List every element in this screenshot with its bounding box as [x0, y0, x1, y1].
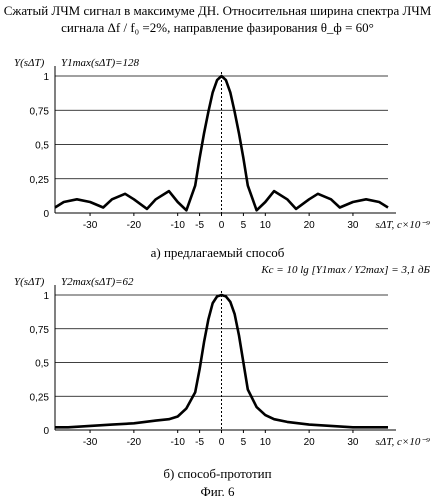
a-y-tick-label: 0,75 [30, 106, 50, 117]
b-x-tick-label: 5 [241, 437, 247, 448]
a-y-tick-label: 0 [43, 209, 49, 220]
a-x-tick-label: 0 [219, 220, 225, 231]
b-x-axis-label: sΔT, c×10⁻⁹ [376, 436, 431, 448]
a-x-tick-label: -10 [170, 220, 185, 231]
a-x-tick-label: -30 [83, 220, 98, 231]
b-y-tick-label: 0 [43, 426, 49, 437]
b-x-tick-label: -10 [170, 437, 185, 448]
b-x-tick-label: -20 [127, 437, 142, 448]
a-x-tick-label: -20 [127, 220, 142, 231]
a-annotation: Y1max(sΔT)=128 [61, 57, 140, 69]
b-y-tick-label: 0,5 [35, 359, 49, 370]
a-y-tick-label: 1 [43, 72, 49, 83]
b-y-tick-label: 0,25 [30, 392, 50, 403]
b-formula: Kс = 10 lg [Y1max / Y2max] = 3,1 дБ [260, 264, 430, 276]
b-y-axis-label: Y(sΔT) [14, 276, 45, 288]
b-x-tick-label: 10 [260, 437, 272, 448]
b-y-tick-label: 0,75 [30, 325, 50, 336]
a-x-axis-label: sΔT, c×10⁻⁹ [376, 219, 431, 231]
figure-caption: Фиг. 6 [0, 483, 435, 500]
a-x-tick-label: 10 [260, 220, 272, 231]
a-x-tick-label: 20 [304, 220, 316, 231]
a-y-tick-label: 0,25 [30, 175, 50, 186]
b-x-tick-label: -30 [83, 437, 98, 448]
a-x-tick-label: 30 [347, 220, 359, 231]
a-x-tick-label: -5 [195, 220, 204, 231]
a-x-tick-label: 5 [241, 220, 247, 231]
b-annotation: Y2max(sΔT)=62 [61, 276, 134, 288]
b-x-tick-label: 30 [347, 437, 359, 448]
b-x-tick-label: 20 [304, 437, 316, 448]
b-x-tick-label: -5 [195, 437, 204, 448]
subplot-b-caption: б) способ-прототип [0, 465, 435, 482]
a-y-axis-label: Y(sΔT) [14, 57, 45, 69]
subplot-a-caption: а) предлагаемый способ [0, 244, 435, 261]
b-y-tick-label: 1 [43, 291, 49, 302]
a-y-tick-label: 0,5 [35, 141, 49, 152]
b-x-tick-label: 0 [219, 437, 225, 448]
